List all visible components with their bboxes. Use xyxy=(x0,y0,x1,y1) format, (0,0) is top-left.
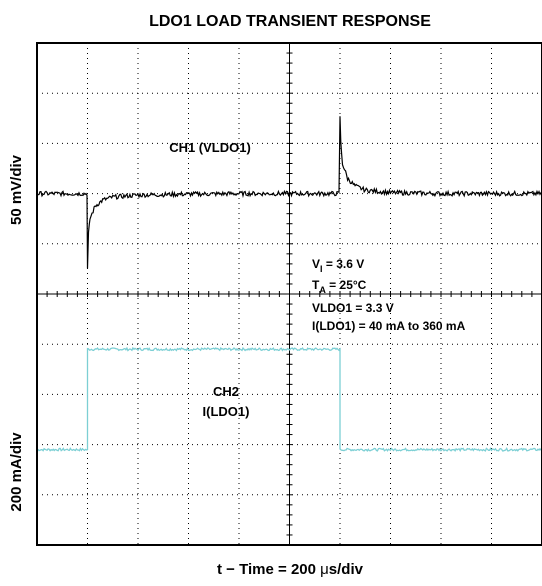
x-axis-label-mu: μ xyxy=(320,561,329,578)
y-axis-label-bottom: 200 mA/div xyxy=(8,432,25,512)
ta-value: = 25°C xyxy=(326,278,367,292)
vi-sub: I xyxy=(320,264,323,274)
y-axis-label-top: 50 mV/div xyxy=(8,154,25,225)
ta-sub: A xyxy=(319,285,326,295)
x-axis-label-prefix: t − Time = 200 xyxy=(217,561,320,578)
ta-main: T xyxy=(312,278,320,292)
ch1-label: CH1 (VLDO1) xyxy=(169,140,251,155)
ch2-label-line2: I(LDO1) xyxy=(203,404,250,419)
traces xyxy=(36,116,542,453)
vi-annotation: VI = 3.6 V xyxy=(312,257,364,274)
plot-frame xyxy=(36,42,542,546)
ch2-label-line1: CH2 xyxy=(213,384,239,399)
iload-annotation: I(LDO1) = 40 mA to 360 mA xyxy=(312,319,466,333)
vi-value: = 3.6 V xyxy=(323,257,365,271)
vldo1-annotation: VLDO1 = 3.3 V xyxy=(312,301,394,315)
vi-main: V xyxy=(312,257,320,271)
chart-title: LDO1 LOAD TRANSIENT RESPONSE xyxy=(149,13,431,30)
ch2-trace xyxy=(36,346,542,453)
x-axis-label: t − Time = 200 μs/div xyxy=(217,561,364,578)
ch1-trace xyxy=(36,116,542,269)
ta-annotation: TA = 25°C xyxy=(312,278,367,295)
grid xyxy=(37,43,542,545)
x-axis-label-suffix: s/div xyxy=(329,561,364,578)
